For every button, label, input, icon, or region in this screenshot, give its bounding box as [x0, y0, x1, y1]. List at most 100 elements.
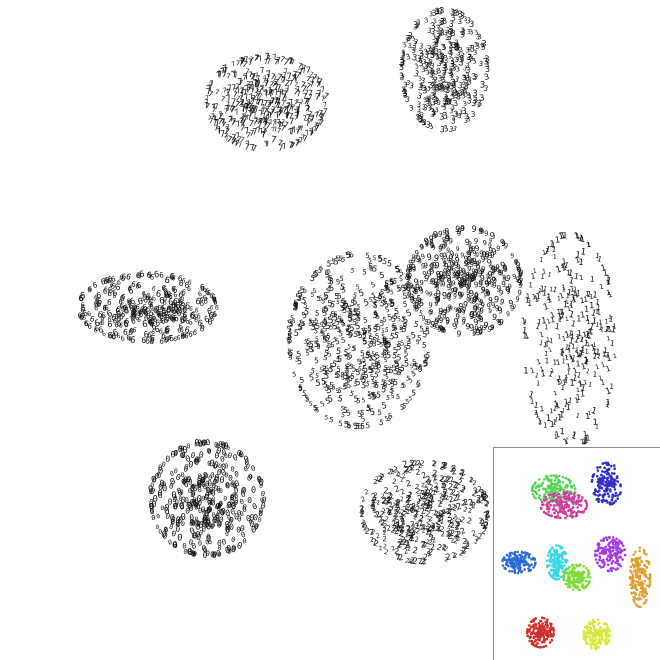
inset-point: [563, 503, 567, 507]
digit-point: 5: [373, 255, 377, 262]
digit-point: 5: [363, 315, 369, 325]
digit-point: 6: [100, 277, 106, 287]
digit-point: 6: [211, 292, 217, 303]
inset-point: [538, 633, 541, 637]
digit-point: 7: [296, 89, 301, 98]
digit-point: 5: [302, 286, 308, 295]
digit-point: 6: [202, 293, 209, 303]
digit-point: 6: [180, 293, 186, 302]
digit-point: 3: [413, 37, 419, 46]
digit-point: 3: [458, 108, 464, 117]
digit-point: 6: [151, 284, 157, 293]
digit-point: 6: [192, 328, 198, 338]
inset-point: [615, 561, 618, 565]
digit-point: 3: [440, 55, 445, 64]
inset-point: [586, 575, 589, 579]
inset-point: [517, 569, 521, 572]
digit-point: 7: [283, 120, 290, 130]
digit-point: 3: [411, 35, 417, 43]
digit-point: 7: [247, 101, 253, 111]
digit-point: 6: [77, 311, 83, 321]
inset-point: [516, 571, 520, 575]
digit-point: 7: [295, 85, 301, 94]
digit-point: 1: [525, 291, 531, 301]
digit-point: 7: [254, 115, 260, 124]
inset-point: [537, 496, 541, 500]
inset-point: [576, 565, 579, 568]
inset-point: [557, 577, 561, 581]
inset-point: [557, 474, 561, 478]
digit-point: 7: [288, 141, 294, 151]
digit-point: 3: [425, 95, 431, 104]
digit-point: 3: [417, 83, 425, 94]
inset-point: [588, 580, 591, 583]
inset-point: [549, 558, 552, 561]
inset-point: [606, 554, 610, 558]
digit-point: 7: [252, 117, 258, 128]
digit-point: 7: [243, 126, 250, 137]
digit-point: 3: [437, 25, 444, 36]
digit-point: 0: [254, 522, 260, 531]
digit-point: 3: [432, 40, 438, 50]
digit-point: 1: [536, 379, 541, 387]
digit-point: 3: [402, 89, 408, 99]
digit-point: 7: [221, 120, 227, 129]
digit-point: 7: [265, 140, 270, 149]
digit-point: 7: [248, 92, 255, 102]
digit-point: 1: [546, 293, 552, 303]
digit-point: 6: [143, 330, 150, 341]
digit-point: 5: [370, 281, 376, 290]
digit-point: 7: [297, 101, 301, 109]
inset-point: [565, 506, 568, 509]
inset-point: [538, 646, 541, 649]
inset-point: [634, 569, 637, 572]
digit-point: 7: [217, 70, 224, 81]
digit-point: 3: [452, 89, 458, 98]
digit-point: 3: [442, 111, 449, 122]
digit-point: 6: [156, 308, 161, 316]
digit-point: 3: [401, 41, 407, 50]
digit-point: 1: [589, 301, 594, 311]
inset-point: [567, 573, 570, 576]
digit-point: 3: [432, 48, 436, 56]
digit-point: 6: [137, 317, 141, 324]
digit-point: 3: [450, 88, 455, 97]
inset-point: [549, 474, 553, 477]
digit-point: 3: [460, 85, 466, 95]
digit-point: 6: [130, 307, 137, 318]
inset-point: [648, 573, 652, 576]
digit-point: 9: [452, 287, 458, 297]
digit-point: 7: [238, 116, 244, 126]
digit-point: 0: [163, 506, 171, 517]
digit-point: 6: [97, 309, 104, 320]
digit-point: 3: [465, 52, 472, 62]
digit-point: 6: [148, 300, 154, 309]
digit-point: 3: [476, 99, 483, 110]
inset-point: [616, 480, 620, 483]
digit-point: 6: [158, 327, 164, 336]
digit-point: 1: [530, 397, 535, 406]
digit-point: 3: [407, 32, 414, 43]
digit-point: 7: [207, 89, 214, 99]
digit-point: 5: [378, 270, 385, 281]
digit-point: 6: [170, 300, 176, 311]
digit-point: 5: [385, 394, 390, 403]
digit-point: 3: [409, 81, 415, 90]
digit-point: 6: [102, 303, 107, 312]
digit-point: 6: [132, 304, 138, 314]
inset-point: [529, 635, 533, 639]
inset-point: [635, 575, 638, 578]
digit-point: 3: [438, 52, 444, 61]
digit-point: 7: [276, 83, 282, 93]
digit-point: 7: [303, 96, 309, 106]
digit-point: 9: [456, 309, 460, 316]
digit-point: 2: [405, 478, 412, 489]
inset-point: [507, 564, 510, 568]
digit-point: 3: [448, 125, 454, 135]
digit-point: 7: [305, 81, 313, 91]
inset-point: [537, 488, 541, 492]
digit-point: 6: [213, 298, 217, 306]
digit-point: 3: [465, 73, 470, 82]
digit-point: 7: [274, 100, 280, 110]
digit-point: 5: [379, 319, 385, 328]
